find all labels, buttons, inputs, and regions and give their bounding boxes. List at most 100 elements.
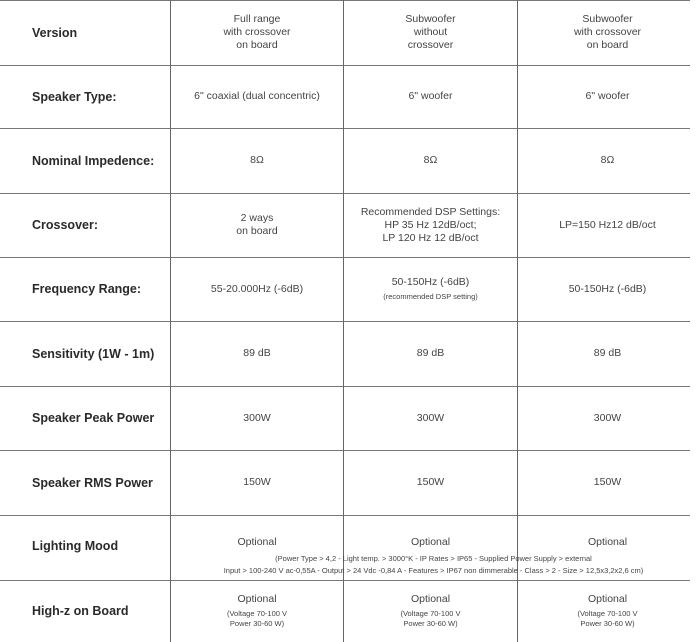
cell-line: 150W: [593, 476, 622, 488]
cell-line: Optional: [237, 535, 277, 548]
row-label: Version: [32, 25, 78, 40]
cell-line: 89 dB: [243, 347, 271, 359]
row-divider: [0, 65, 690, 66]
row-lighting-mood: Lighting Mood Optional Optional Optional: [0, 522, 697, 562]
cell-line: LP=150 Hz12 dB/oct: [559, 218, 656, 231]
cell: Optional: [344, 522, 517, 562]
cell-line: Optional: [410, 535, 451, 548]
cell: 8Ω: [518, 128, 697, 193]
cell: Optional (Voltage 70-100 V Power 30-60 W): [171, 580, 343, 642]
cell-line: 8Ω: [423, 154, 438, 166]
cell: 89 dB: [518, 321, 697, 386]
cell: Subwoofer without crossover: [344, 0, 517, 65]
cell: 2 ways on board: [171, 193, 343, 257]
cell-line: HP 35 Hz 12dB/oct;: [384, 218, 477, 231]
cell: 89 dB: [344, 321, 517, 386]
cell: 150W: [171, 450, 343, 515]
cell-line: Recommended DSP Settings:: [360, 205, 501, 218]
cell: Subwoofer with crossover on board: [518, 0, 697, 65]
cell: 6" woofer: [344, 65, 517, 128]
cell: 300W: [344, 386, 517, 450]
row-divider: [0, 580, 690, 581]
cell: Optional (Voltage 70-100 V Power 30-60 W): [344, 580, 517, 642]
cell: 8Ω: [344, 128, 517, 193]
cell-line: 300W: [416, 411, 445, 424]
cell-subnote: (recommended DSP setting): [383, 292, 478, 301]
row-divider: [0, 128, 690, 129]
cell-line: Full range: [233, 13, 281, 25]
row-divider: [0, 450, 690, 451]
cell-line: without: [413, 26, 448, 38]
cell-line: with crossover: [573, 26, 642, 38]
row-peak-power: Speaker Peak Power 300W 300W 300W: [0, 386, 697, 450]
cell: Optional: [518, 522, 697, 562]
cell: 150W: [518, 450, 697, 515]
row-frequency-range: Frequency Range: 55-20.000Hz (-6dB) 50-150…: [0, 257, 697, 321]
lighting-note-line-1: (Power Type > 4,2 - Light temp. > 3000°K…: [275, 554, 592, 563]
row-rms-power: Speaker RMS Power 150W 150W 150W: [0, 450, 697, 515]
row-version: Version Full range with crossover on board S…: [0, 0, 697, 65]
cell-line: 55-20.000Hz (-6dB): [210, 282, 304, 295]
row-divider: [0, 0, 690, 1]
row-label: Speaker Peak Power: [32, 411, 155, 425]
cell-line: 2 ways: [240, 212, 274, 224]
cell: 8Ω: [171, 128, 343, 193]
cell: 89 dB: [171, 321, 343, 386]
cell-line: crossover: [407, 39, 454, 51]
cell-line: 6" woofer: [585, 90, 630, 102]
row-label: High-z on Board: [32, 604, 129, 618]
cell-line: Subwoofer: [582, 13, 633, 25]
cell: LP=150 Hz12 dB/oct: [518, 193, 697, 257]
cell-line: with crossover: [223, 26, 291, 38]
cell: 300W: [171, 386, 343, 450]
cell: 55-20.000Hz (-6dB): [171, 257, 343, 321]
row-label: Nominal Impedence:: [32, 153, 155, 168]
row-divider: [0, 386, 690, 387]
row-speaker-type: Speaker Type: 6" coaxial (dual concentric…: [0, 65, 697, 128]
column-divider: [170, 0, 171, 642]
cell: 6" woofer: [518, 65, 697, 128]
row-divider: [0, 257, 690, 258]
cell: Full range with crossover on board: [171, 0, 343, 65]
row-divider: [0, 321, 690, 322]
cell-line: Optional: [587, 593, 628, 605]
cell-line: Optional: [410, 593, 451, 605]
cell-line: 150W: [416, 476, 445, 488]
cell-line: Optional: [237, 593, 277, 605]
cell-line: 8Ω: [250, 154, 264, 166]
row-label: Frequency Range:: [32, 282, 142, 296]
cell-line: 150W: [243, 476, 271, 488]
row-label: Crossover:: [32, 218, 98, 232]
row-divider: [0, 193, 690, 194]
cell: 6" coaxial (dual concentric): [171, 65, 343, 128]
cell: 300W: [518, 386, 697, 450]
column-divider: [343, 0, 344, 642]
row-crossover: Crossover: 2 ways on board Recommended DSP …: [0, 193, 697, 257]
cell-line: 300W: [243, 411, 271, 424]
cell: Optional: [171, 522, 343, 562]
cell-subnote: (Voltage 70-100 V Power 30-60 W): [577, 609, 638, 628]
cell-line: 50-150Hz (-6dB): [568, 282, 647, 295]
column-divider: [517, 0, 518, 642]
cell: 150W: [344, 450, 517, 515]
cell-line: 89 dB: [416, 347, 445, 359]
row-label: Sensitivity (1W - 1m): [32, 346, 155, 361]
cell-line: LP 120 Hz 12 dB/oct: [382, 231, 479, 244]
cell-line: 6" coaxial (dual concentric): [194, 90, 320, 102]
cell: Recommended DSP Settings: HP 35 Hz 12dB/o…: [344, 193, 517, 257]
cell: Optional (Voltage 70-100 V Power 30-60 W): [518, 580, 697, 642]
cell-subnote: (Voltage 70-100 V Power 30-60 W): [400, 609, 461, 628]
row-label: Speaker RMS Power: [32, 475, 153, 490]
cell: 50-150Hz (-6dB): [518, 257, 697, 321]
cell-line: Subwoofer: [405, 13, 456, 25]
cell-line: on board: [236, 225, 278, 237]
row-nominal-impedance: Nominal Impedence: 8Ω 8Ω 8Ω: [0, 128, 697, 193]
row-label: Lighting Mood: [32, 539, 119, 553]
cell-line: 300W: [593, 411, 622, 424]
cell-line: on board: [586, 39, 629, 51]
cell: 50-150Hz (-6dB) (recommended DSP setting): [344, 257, 517, 321]
cell-line: on board: [236, 39, 278, 51]
cell-line: 6" woofer: [408, 90, 453, 102]
row-sensitivity: Sensitivity (1W - 1m) 89 dB 89 dB 89 dB: [0, 321, 697, 386]
row-label: Speaker Type:: [32, 89, 117, 104]
